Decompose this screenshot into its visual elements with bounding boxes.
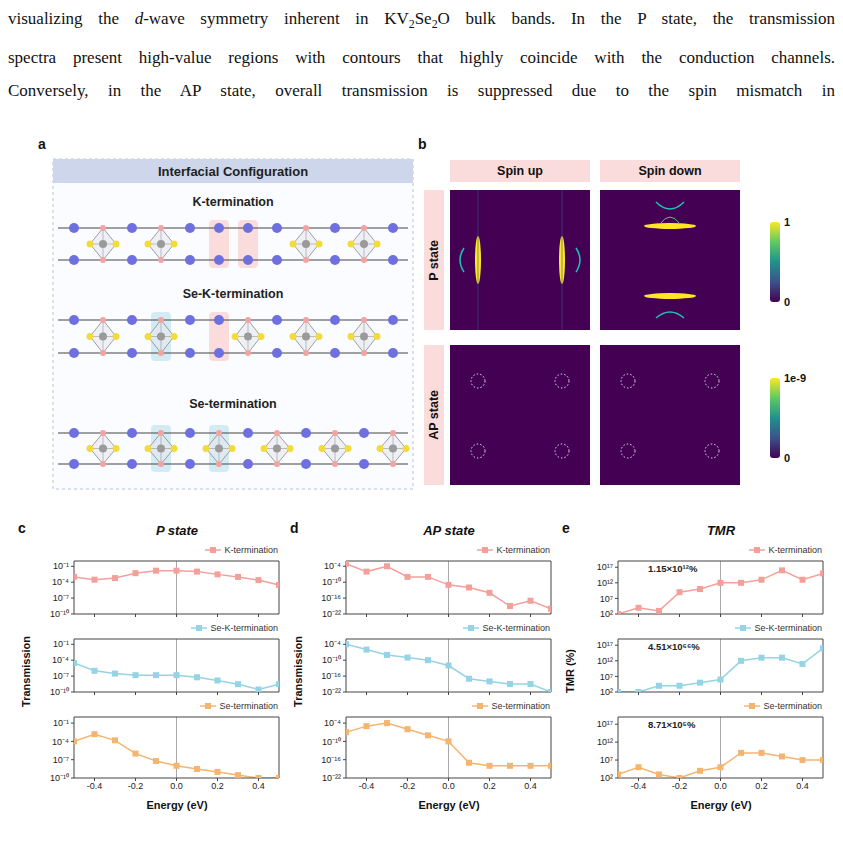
svg-text:-0.2: -0.2 xyxy=(128,781,144,791)
html-text:Transmission: Transmission xyxy=(20,635,32,707)
svg-text:1e-9: 1e-9 xyxy=(784,372,806,384)
html-text:AP state: AP state xyxy=(427,390,441,440)
svg-text:10¹⁷: 10¹⁷ xyxy=(597,640,613,650)
svg-text:0.0: 0.0 xyxy=(170,781,183,791)
svg-text:0.4: 0.4 xyxy=(252,781,265,791)
svg-text:10¹²: 10¹² xyxy=(597,656,613,666)
html-text:Energy (eV): Energy (eV) xyxy=(690,799,752,811)
svg-text:10⁻⁷: 10⁻⁷ xyxy=(53,593,69,603)
svg-text:10⁻¹: 10⁻¹ xyxy=(53,718,69,728)
svg-text:0.2: 0.2 xyxy=(211,781,224,791)
svg-text:-0.4: -0.4 xyxy=(87,781,103,791)
html-text:Se-K-termination: Se-K-termination xyxy=(210,623,278,633)
svg-text:1: 1 xyxy=(784,216,790,228)
html-text:4.51×10⁶⁶%: 4.51×10⁶⁶% xyxy=(648,641,700,652)
svg-text:10⁻¹⁰: 10⁻¹⁰ xyxy=(322,655,341,665)
html-text:TMR (%): TMR (%) xyxy=(564,649,576,693)
html-text:Se-K-termination: Se-K-termination xyxy=(754,623,822,633)
svg-text:10⁻¹⁶: 10⁻¹⁶ xyxy=(321,755,341,765)
svg-text:10⁻¹⁰: 10⁻¹⁰ xyxy=(322,737,341,747)
svg-text:0.4: 0.4 xyxy=(796,781,809,791)
html-text:TMR: TMR xyxy=(706,523,736,538)
svg-text:-0.2: -0.2 xyxy=(400,781,416,791)
svg-text:-0.2: -0.2 xyxy=(672,781,688,791)
svg-text:0.0: 0.0 xyxy=(714,781,727,791)
svg-text:10⁻⁴: 10⁻⁴ xyxy=(52,737,69,747)
svg-text:Se-termination: Se-termination xyxy=(189,397,277,411)
svg-text:10⁻⁴: 10⁻⁴ xyxy=(324,639,341,649)
svg-text:10²: 10² xyxy=(600,609,613,619)
svg-text:10⁷: 10⁷ xyxy=(600,594,613,604)
svg-text:0: 0 xyxy=(784,452,790,464)
html-text:visualizing the d -wave symmet: visualizing the d -wave symmetry inheren… xyxy=(8,9,835,32)
svg-text:Interfacial Configuration: Interfacial Configuration xyxy=(158,164,308,179)
svg-text:10⁻⁴: 10⁻⁴ xyxy=(324,561,341,571)
svg-text:0.2: 0.2 xyxy=(755,781,768,791)
svg-text:10⁻¹⁰: 10⁻¹⁰ xyxy=(322,577,341,587)
html-text:Energy (eV): Energy (eV) xyxy=(418,799,480,811)
svg-text:10²: 10² xyxy=(600,687,613,697)
svg-text:10¹⁷: 10¹⁷ xyxy=(597,719,613,729)
html-text:K-termination: K-termination xyxy=(768,545,822,555)
html-text:K-termination: K-termination xyxy=(224,545,278,555)
svg-text:K-termination: K-termination xyxy=(192,195,273,209)
svg-text:10⁻⁴: 10⁻⁴ xyxy=(52,655,69,665)
svg-text:-0.4: -0.4 xyxy=(631,781,647,791)
svg-text:10⁻²²: 10⁻²² xyxy=(322,609,341,619)
svg-text:10⁻¹: 10⁻¹ xyxy=(53,639,69,649)
svg-text:10⁷: 10⁷ xyxy=(600,755,613,765)
html-text:e: e xyxy=(562,520,570,536)
svg-text:10¹²: 10¹² xyxy=(597,578,613,588)
html-text:Se-termination: Se-termination xyxy=(763,701,822,711)
html-text:K-termination: K-termination xyxy=(496,545,550,555)
svg-text:10²: 10² xyxy=(600,773,613,783)
svg-text:10⁻⁴: 10⁻⁴ xyxy=(324,718,341,728)
html-text:Se-termination: Se-termination xyxy=(491,701,550,711)
svg-text:0.2: 0.2 xyxy=(483,781,496,791)
svg-text:10⁻¹⁰: 10⁻¹⁰ xyxy=(50,609,69,619)
svg-text:10⁻²²: 10⁻²² xyxy=(322,687,341,697)
svg-text:10⁷: 10⁷ xyxy=(600,672,613,682)
svg-text:10¹²: 10¹² xyxy=(597,737,613,747)
html-text:c: c xyxy=(18,520,26,536)
html-text:Energy (eV): Energy (eV) xyxy=(146,799,208,811)
html-text:8.71×10⁵%: 8.71×10⁵% xyxy=(648,719,696,730)
html-text:P state: P state xyxy=(427,239,441,281)
svg-text:10⁻⁷: 10⁻⁷ xyxy=(53,755,69,765)
html-text:b: b xyxy=(418,136,427,152)
svg-text:10⁻¹: 10⁻¹ xyxy=(53,561,69,571)
html-text:a: a xyxy=(38,136,46,152)
svg-text:Se-K-termination: Se-K-termination xyxy=(183,287,284,301)
svg-text:10⁻²²: 10⁻²² xyxy=(322,773,341,783)
svg-text:0.4: 0.4 xyxy=(524,781,537,791)
html-text:Se-termination: Se-termination xyxy=(219,701,278,711)
svg-text:10⁻⁴: 10⁻⁴ xyxy=(52,577,69,587)
svg-text:0: 0 xyxy=(784,296,790,308)
html-text:Spin down: Spin down xyxy=(638,164,702,178)
html-text:1.15×10¹²%: 1.15×10¹²% xyxy=(648,563,698,574)
svg-text:10⁻¹⁰: 10⁻¹⁰ xyxy=(50,687,69,697)
html-text:spectra present high-value reg: spectra present high-value regions with … xyxy=(8,48,835,68)
html-text:Spin up: Spin up xyxy=(497,164,543,178)
html-text:d: d xyxy=(290,520,299,536)
svg-text:10⁻¹⁰: 10⁻¹⁰ xyxy=(50,773,69,783)
html-text:Se-K-termination: Se-K-termination xyxy=(482,623,550,633)
svg-text:10⁻¹⁶: 10⁻¹⁶ xyxy=(321,671,341,681)
html-text:Transmission: Transmission xyxy=(292,635,304,707)
svg-text:-0.4: -0.4 xyxy=(359,781,375,791)
html-text:P state: P state xyxy=(155,523,199,538)
svg-text:0.0: 0.0 xyxy=(442,781,455,791)
html-text:AP state: AP state xyxy=(423,523,475,538)
svg-text:10¹⁷: 10¹⁷ xyxy=(597,562,613,572)
svg-text:10⁻¹⁶: 10⁻¹⁶ xyxy=(321,593,341,603)
html-text:Conversely, in the AP state, o: Conversely, in the AP state, overall tra… xyxy=(8,81,835,101)
svg-text:10⁻⁷: 10⁻⁷ xyxy=(53,671,69,681)
